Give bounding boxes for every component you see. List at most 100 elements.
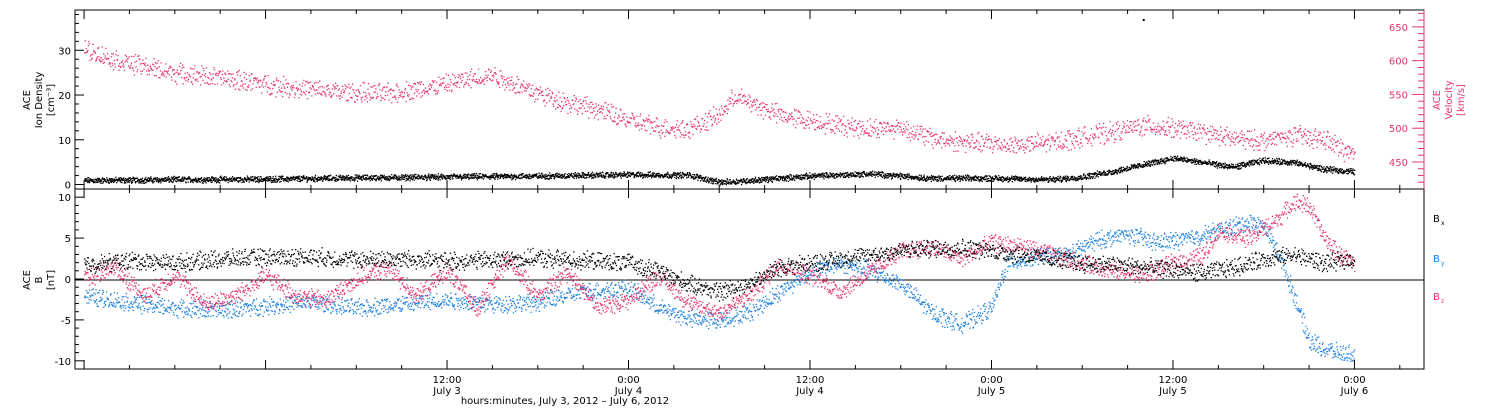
density-point	[425, 175, 427, 177]
density-point	[629, 171, 631, 173]
density-point	[761, 177, 763, 179]
density-point	[253, 179, 255, 181]
velocity-point	[752, 104, 754, 106]
velocity-point	[1238, 135, 1240, 137]
density-point	[489, 177, 491, 179]
b-tick-label: 10	[58, 193, 71, 204]
velocity-point	[784, 119, 787, 121]
velocity-point	[689, 132, 691, 134]
density-point	[677, 173, 680, 176]
velocity-point	[736, 100, 738, 102]
velocity-point	[1142, 119, 1144, 121]
density-point	[206, 177, 209, 179]
velocity-point	[393, 96, 395, 98]
density-point	[267, 177, 269, 179]
velocity-point	[755, 109, 757, 111]
velocity-point	[173, 73, 175, 76]
density-point	[555, 175, 558, 178]
density-point	[449, 176, 451, 178]
velocity-point	[727, 108, 729, 110]
density-point	[311, 176, 314, 178]
density-point	[320, 178, 323, 181]
velocity-point	[719, 114, 722, 116]
velocity-point	[1314, 128, 1316, 130]
velocity-point	[279, 81, 282, 83]
velocity-point	[277, 80, 279, 82]
velocity-point	[1332, 143, 1334, 145]
density-point	[451, 177, 453, 179]
density-point	[171, 178, 174, 180]
velocity-point	[1022, 143, 1024, 145]
velocity-point	[972, 147, 975, 149]
density-point	[781, 178, 783, 180]
velocity-point	[203, 74, 205, 77]
density-point	[707, 180, 710, 182]
velocity-point	[407, 94, 409, 96]
velocity-point	[184, 72, 186, 75]
density-point	[562, 176, 564, 178]
density-point	[310, 178, 312, 180]
velocity-point	[242, 83, 244, 85]
density-point	[277, 180, 279, 182]
velocity-point	[904, 132, 906, 134]
density-point	[736, 179, 738, 181]
velocity-point	[408, 84, 410, 86]
density-point	[570, 174, 572, 176]
density-point	[701, 179, 703, 181]
velocity-point	[1224, 129, 1226, 131]
velocity-point	[1109, 128, 1112, 131]
density-point	[343, 177, 345, 179]
velocity-point	[862, 124, 864, 127]
velocity-point	[764, 106, 766, 109]
density-point	[573, 173, 575, 175]
velocity-point	[794, 127, 797, 129]
density-point	[221, 178, 223, 181]
density-point	[326, 177, 328, 179]
velocity-point	[596, 113, 598, 115]
velocity-point	[997, 139, 999, 142]
density-point	[101, 177, 104, 179]
density-point	[700, 176, 702, 178]
density-point	[644, 173, 646, 176]
velocity-point	[544, 105, 546, 107]
velocity-point	[319, 86, 321, 88]
velocity-point	[366, 97, 368, 99]
density-point	[639, 174, 641, 176]
density-point	[314, 174, 317, 177]
velocity-point	[178, 66, 181, 68]
velocity-point	[410, 98, 412, 100]
density-point	[653, 172, 656, 175]
density-point	[392, 178, 395, 180]
density-point	[389, 178, 391, 181]
density-point	[561, 174, 563, 176]
velocity-point	[967, 139, 969, 141]
velocity-point	[1189, 121, 1192, 123]
velocity-point	[204, 73, 207, 75]
velocity-point	[1249, 140, 1251, 142]
velocity-point	[1316, 146, 1318, 149]
velocity-point	[856, 127, 858, 130]
velocity-point	[270, 82, 273, 85]
velocity-point	[384, 98, 386, 101]
density-point	[298, 177, 300, 180]
velocity-point	[326, 85, 328, 88]
velocity-point	[492, 79, 494, 81]
velocity-point	[1331, 138, 1333, 140]
density-point	[585, 173, 587, 176]
density-point	[765, 179, 768, 181]
velocity-point	[707, 116, 709, 118]
density-point	[317, 176, 320, 178]
velocity-point	[1294, 127, 1296, 129]
velocity-point	[1324, 142, 1326, 144]
density-point	[733, 182, 735, 184]
velocity-point	[221, 73, 223, 76]
density-point	[518, 177, 520, 179]
velocity-point	[1078, 127, 1080, 129]
velocity-point	[298, 97, 300, 99]
density-point	[772, 177, 775, 179]
velocity-point	[394, 95, 396, 97]
velocity-point	[637, 122, 639, 124]
density-point	[429, 179, 432, 181]
velocity-point	[1106, 140, 1108, 142]
density-point	[711, 180, 713, 182]
